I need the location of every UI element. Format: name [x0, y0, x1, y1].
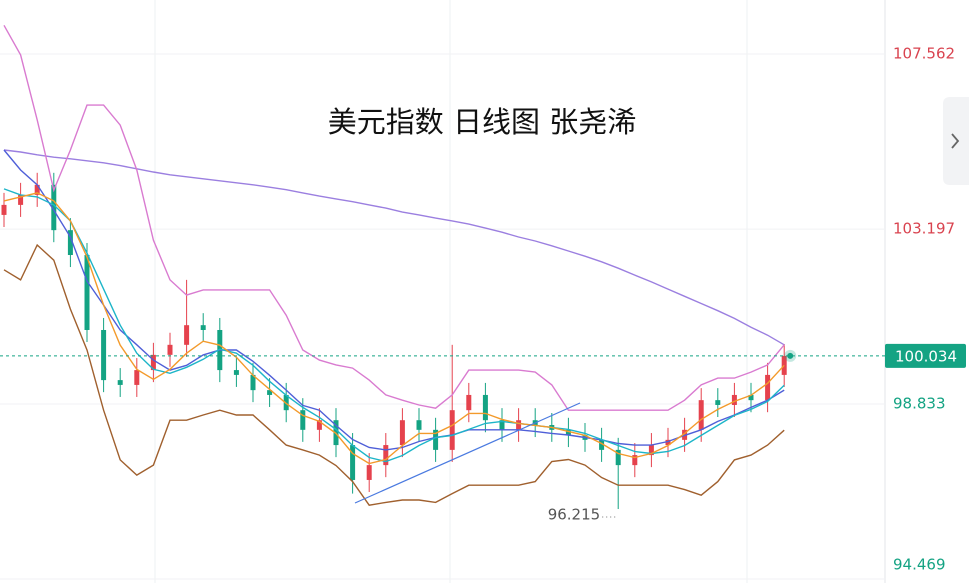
candle-body — [698, 400, 704, 430]
indicator-line — [3, 24, 785, 411]
candle-body — [615, 449, 621, 466]
candle-body — [565, 429, 571, 436]
candle-body — [648, 445, 654, 456]
last-price-dot — [787, 352, 794, 359]
candle-body — [34, 184, 40, 195]
candle-body — [184, 325, 190, 345]
indicator-line — [3, 192, 785, 465]
candle-body — [167, 344, 173, 355]
plot — [0, 24, 885, 580]
candle-body — [765, 374, 771, 401]
last-price-label: 100.034 — [895, 347, 957, 365]
candle-body — [599, 439, 605, 450]
candle-body — [134, 370, 140, 385]
candle-body — [499, 420, 505, 430]
y-tick-label: 107.562 — [893, 45, 955, 63]
candle-body — [366, 465, 372, 480]
toggle-arrow[interactable] — [951, 133, 960, 149]
candle-body — [233, 370, 239, 375]
candle-body — [51, 184, 57, 231]
candle-body — [1, 204, 7, 215]
candle-body — [748, 394, 754, 401]
candle-body — [516, 420, 522, 430]
candle-body — [449, 410, 455, 450]
candle-body — [482, 394, 488, 421]
candle-body — [117, 380, 123, 385]
candle-body — [300, 410, 306, 430]
candle-body — [200, 325, 206, 330]
candle-body — [466, 394, 472, 411]
candle-body — [731, 394, 737, 405]
indicator-line — [3, 149, 785, 346]
y-tick-label: 98.833 — [893, 395, 946, 413]
chart-title: 美元指数 日线图 张尧浠 — [328, 105, 636, 139]
candle-body — [433, 429, 439, 450]
trend-line — [354, 402, 581, 504]
indicator-line — [3, 243, 785, 506]
y-tick-label: 103.197 — [893, 220, 955, 238]
candle-body — [632, 455, 638, 466]
candle-body — [84, 255, 90, 330]
low-label: 96.215 — [548, 506, 601, 524]
candle-body — [18, 194, 24, 205]
indicator-line — [3, 188, 785, 463]
side-panel-toggle[interactable] — [943, 97, 969, 185]
toggle-bg[interactable] — [943, 97, 969, 185]
candle-body — [67, 230, 73, 256]
candle-body — [399, 420, 405, 446]
y-tick-label: 94.469 — [893, 556, 946, 574]
candle-body — [101, 329, 107, 381]
candle-body — [150, 354, 156, 371]
candle-body — [383, 445, 389, 466]
candle-body — [350, 445, 356, 480]
last-price-tag — [885, 343, 966, 368]
candle-body — [715, 400, 721, 405]
candle-body — [250, 374, 256, 391]
candle-body — [267, 390, 273, 395]
candle-body — [316, 420, 322, 430]
candle-body — [416, 420, 422, 430]
indicator-line — [3, 149, 785, 451]
candle-body — [665, 439, 671, 446]
